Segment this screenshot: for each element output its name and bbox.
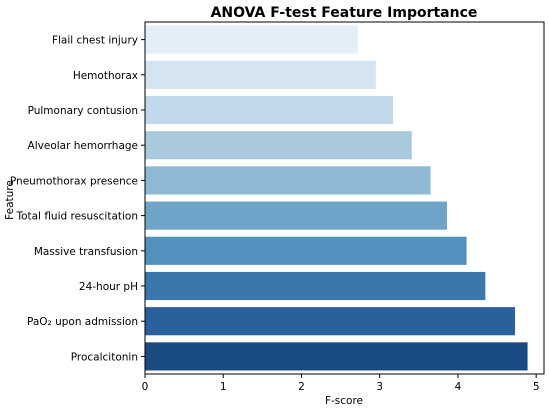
x-tick-label: 1 — [220, 381, 227, 393]
y-axis-label: Feature — [4, 180, 16, 220]
bar-2 — [145, 95, 394, 125]
y-tick-label: Flail chest injury — [52, 35, 138, 47]
y-tick-label: Pneumothorax presence — [10, 175, 138, 187]
y-tick-label: Pulmonary contusion — [28, 105, 138, 117]
bar-8 — [145, 307, 516, 336]
bar-4 — [145, 166, 431, 195]
plot-frame — [144, 21, 545, 375]
x-tick-label: 3 — [376, 381, 383, 393]
y-tick-label: PaO₂ upon admission — [27, 316, 138, 328]
bar-7 — [145, 271, 486, 301]
x-tick-label: 2 — [298, 381, 305, 393]
bars-group — [145, 25, 528, 371]
bar-1 — [145, 60, 376, 89]
bar-9 — [145, 342, 528, 371]
x-axis-label: F-score — [325, 395, 363, 407]
bar-5 — [145, 201, 447, 230]
bar-0 — [145, 25, 358, 54]
y-tick-labels: Flail chest injury Hemothorax Pulmonary co… — [10, 35, 145, 363]
y-tick-label: Total fluid resuscitation — [15, 211, 138, 223]
x-tick-label: 5 — [533, 381, 540, 393]
x-ticks: 0 1 2 3 4 5 — [142, 374, 540, 393]
chart-title: ANOVA F-test Feature Importance — [211, 5, 478, 21]
x-tick-label: 0 — [142, 381, 149, 393]
y-tick-label: Alveolar hemorrhage — [28, 140, 138, 152]
y-tick-label: Procalcitonin — [71, 351, 138, 363]
y-tick-label: Hemothorax — [73, 70, 138, 82]
bar-3 — [145, 131, 412, 160]
y-tick-label: 24-hour pH — [79, 281, 138, 293]
y-tick-label: Massive transfusion — [34, 246, 138, 258]
x-tick-label: 4 — [455, 381, 462, 393]
bar-6 — [145, 236, 467, 265]
